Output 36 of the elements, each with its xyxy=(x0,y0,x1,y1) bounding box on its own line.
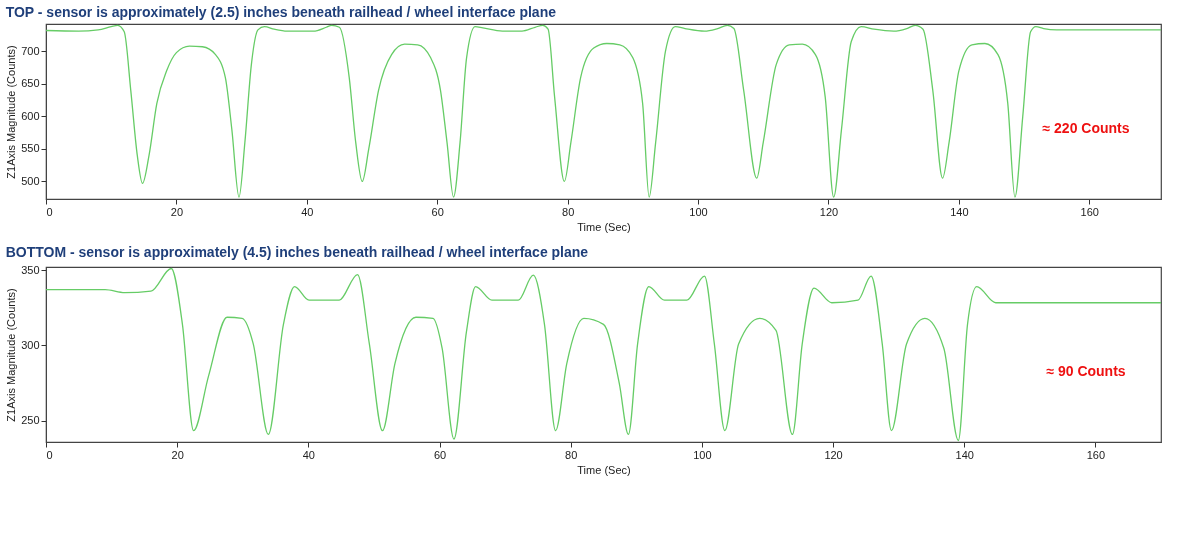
x-axis-title: Time (Sec) xyxy=(577,220,631,233)
x-tick-label: 120 xyxy=(819,205,839,218)
chart-title: BOTTOM - sensor is approximately (4.5) inches beneath railhead / wheel interface plane xyxy=(5,244,589,261)
x-tick-label: 40 xyxy=(302,448,315,461)
y-axis-title: Z1Axis Magnitude (Counts) xyxy=(5,288,18,422)
x-tick-label: 100 xyxy=(689,205,708,218)
x-tick-label: 0 xyxy=(46,205,53,218)
x-tick-label: 60 xyxy=(431,205,444,218)
x-tick-label: 0 xyxy=(46,448,53,461)
line-series xyxy=(45,24,1162,198)
line-series xyxy=(45,267,1162,442)
annotation: ≈ 90 Counts xyxy=(1046,363,1126,379)
x-tick-label: 80 xyxy=(562,205,575,218)
y-tick-label: 650 xyxy=(21,77,40,90)
x-tick-label: 20 xyxy=(171,448,184,461)
x-tick-label: 120 xyxy=(824,448,843,461)
x-tick-label: 20 xyxy=(170,205,184,218)
x-axis-title: Time (Sec) xyxy=(577,463,631,476)
chart-title: TOP - sensor is approximately (2.5) inches beneath railhead / wheel interface plane xyxy=(5,4,557,20)
y-tick-label: 500 xyxy=(21,174,40,187)
y-tick-label: 700 xyxy=(21,44,40,57)
x-tick-label: 160 xyxy=(1080,205,1099,218)
x-tick-label: 140 xyxy=(950,205,969,218)
x-tick-label: 100 xyxy=(693,448,712,461)
x-tick-label: 60 xyxy=(433,448,447,461)
x-tick-label: 140 xyxy=(955,448,974,461)
annotation: ≈ 220 Counts xyxy=(1042,120,1130,136)
y-tick-label: 300 xyxy=(21,338,40,351)
x-tick-label: 160 xyxy=(1086,448,1106,461)
x-tick-label: 80 xyxy=(565,448,578,461)
x-tick-label: 40 xyxy=(301,205,314,218)
y-tick-label: 600 xyxy=(21,109,40,122)
y-tick-label: 350 xyxy=(21,263,40,276)
y-axis-title: Z1Axis Magnitude (Counts) xyxy=(5,45,18,179)
y-tick-label: 250 xyxy=(21,414,40,427)
y-tick-label: 550 xyxy=(21,142,40,155)
